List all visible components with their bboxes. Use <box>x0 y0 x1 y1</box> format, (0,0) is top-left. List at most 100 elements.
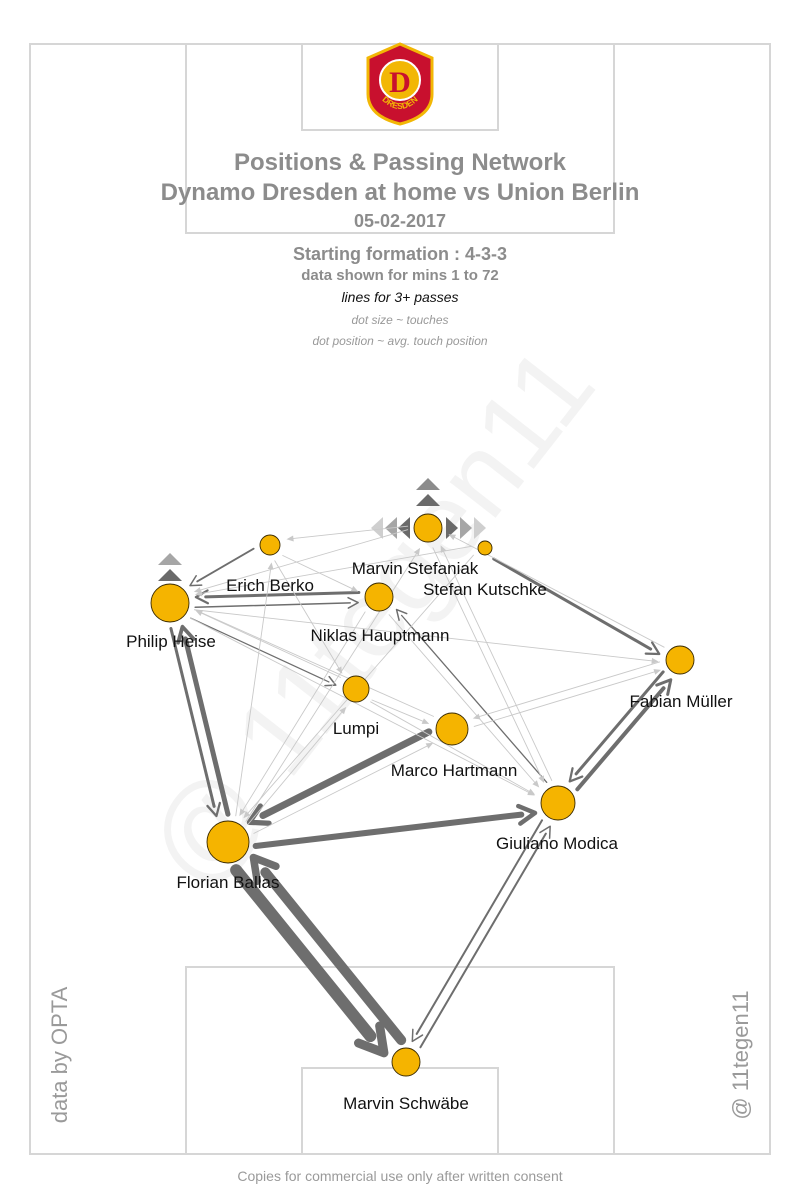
pass-line-arrowhead <box>425 742 434 749</box>
pass-line-arrowhead <box>243 811 251 819</box>
pass-line-shaft <box>388 614 537 785</box>
pass-line-shaft <box>194 602 351 609</box>
pass-line-arrowhead <box>539 825 551 839</box>
pass-line <box>419 825 551 1049</box>
pass-line-shaft <box>477 661 661 718</box>
position-marker-triangle <box>158 553 182 565</box>
pass-line-shaft <box>230 864 377 1043</box>
pass-line-arrowhead <box>193 587 202 593</box>
pass-line-arrowhead <box>350 585 359 592</box>
match-date: 05-02-2017 <box>353 211 447 231</box>
position-marker-triangle <box>371 517 383 539</box>
pass-line-shaft <box>252 811 525 849</box>
pass-line-arrowhead <box>249 853 280 886</box>
player-labels: Marvin Stefaniak Stefan Kutschke Erich Ber… <box>126 559 733 1113</box>
pass-line <box>432 547 545 784</box>
pass-line-arrowhead <box>532 780 540 788</box>
pass-line-shaft <box>199 611 341 678</box>
pass-line <box>189 547 255 587</box>
player-node-kutschke <box>477 540 493 556</box>
pass-line-shaft <box>189 617 531 794</box>
pass-line-arrowhead <box>651 657 659 664</box>
crest-letter: D <box>389 66 411 99</box>
pass-line-shaft <box>247 710 344 825</box>
pass-lines <box>169 525 673 1058</box>
pass-line-shaft <box>452 536 665 648</box>
pass-line-arrowhead <box>286 535 294 542</box>
pass-line-arrowhead <box>538 775 545 784</box>
pass-line-shaft <box>182 636 231 817</box>
player-node-mueller <box>665 645 695 675</box>
pass-line <box>249 853 407 1046</box>
pass-line <box>492 557 661 656</box>
pass-line-arrowhead <box>239 808 246 817</box>
position-marker-triangle <box>446 517 458 539</box>
pass-line-shaft <box>260 867 407 1046</box>
pass-line <box>411 819 544 1043</box>
crest-text-path: DRESDEN <box>380 94 419 111</box>
player-node-hauptmann <box>364 582 394 612</box>
pass-line-shaft <box>415 819 544 1035</box>
pass-line <box>195 610 341 678</box>
pass-line-shaft <box>574 670 665 776</box>
pass-line <box>239 611 366 817</box>
pass-line <box>189 617 535 796</box>
position-marker-triangle <box>158 569 182 581</box>
pass-line-arrowhead <box>195 610 203 616</box>
pass-line-shaft <box>282 555 355 590</box>
pass-line <box>169 626 221 818</box>
pass-line-shaft <box>290 525 409 540</box>
pass-line <box>194 596 359 609</box>
pass-line-shaft <box>432 547 543 779</box>
player-label-ballas: Florian Ballas <box>177 873 280 892</box>
player-label-modica: Giuliano Modica <box>496 834 618 853</box>
pass-line-arrowhead <box>411 1028 424 1043</box>
pass-line <box>568 670 665 783</box>
pass-line <box>473 669 662 727</box>
pass-line-arrowhead <box>413 547 421 556</box>
player-node-hartmann <box>435 712 469 746</box>
player-node-lumpi <box>342 675 370 703</box>
pass-line <box>371 699 430 724</box>
player-node-ballas <box>206 820 250 864</box>
player-label-mueller: Fabian Müller <box>630 692 733 711</box>
pass-line-shaft <box>193 609 655 662</box>
pass-line-arrowhead <box>206 801 221 818</box>
pass-line <box>286 525 409 542</box>
pass-line-arrowhead <box>448 534 457 541</box>
pass-line-shaft <box>370 701 532 793</box>
position-marker-triangle <box>398 517 410 539</box>
pass-line-shaft <box>492 557 653 651</box>
title-line-1: Positions & Passing Network <box>233 149 567 176</box>
pass-line-arrowhead <box>527 789 535 796</box>
dot-position-note: dot position ~ avg. touch position <box>312 334 488 348</box>
data-range: data shown for mins 1 to 72 <box>301 267 499 284</box>
pass-line-shaft <box>169 626 216 808</box>
pass-line <box>252 803 538 849</box>
pass-line-shaft <box>253 744 430 834</box>
pass-line-shaft <box>400 614 548 784</box>
position-marker-triangle <box>416 494 440 506</box>
pass-line-arrowhead <box>421 718 430 724</box>
pass-line-arrowhead <box>189 574 203 587</box>
watermark: @ 11tegen11 <box>123 325 618 910</box>
pass-line <box>448 534 665 648</box>
pass-line-shaft <box>235 566 272 817</box>
pass-line-shaft <box>259 728 433 820</box>
pass-line <box>395 608 548 784</box>
player-node-stefaniak <box>413 513 443 543</box>
pass-line-arrowhead <box>354 1021 389 1058</box>
data-source-credit: data by OPTA <box>47 986 72 1124</box>
pass-line-shaft <box>199 611 434 717</box>
title-line-2: Dynamo Dresden at home vs Union Berlin <box>160 179 640 206</box>
pass-line-arrowhead <box>347 596 359 609</box>
pass-line-arrowhead <box>176 624 196 645</box>
pass-line-shaft <box>575 686 666 792</box>
player-label-schwaebe: Marvin Schwäbe <box>343 1094 469 1113</box>
pass-line <box>388 614 540 788</box>
pass-line-shaft <box>442 549 553 781</box>
formation: Starting formation : 4-3-3 <box>292 244 507 264</box>
pass-line <box>176 624 231 817</box>
pass-line-arrowhead <box>655 678 673 696</box>
crest-text: DRESDEN <box>380 94 419 111</box>
